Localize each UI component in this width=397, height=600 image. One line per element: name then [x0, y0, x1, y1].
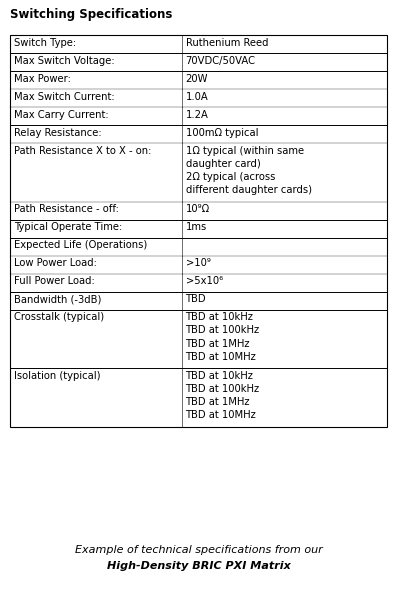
Text: Max Carry Current:: Max Carry Current: [14, 110, 109, 119]
Text: Typical Operate Time:: Typical Operate Time: [14, 222, 122, 232]
Text: Isolation (typical): Isolation (typical) [14, 371, 100, 380]
Bar [10, 35, 387, 427]
Text: 1.0A: 1.0A [185, 92, 208, 101]
Text: 1Ω typical (within same
daughter card)
2Ω typical (across
different daughter car: 1Ω typical (within same daughter card) 2… [185, 146, 312, 195]
Text: Switching Specifications: Switching Specifications [10, 8, 172, 21]
Text: Bandwidth (-3dB): Bandwidth (-3dB) [14, 294, 101, 304]
Text: Max Power:: Max Power: [14, 74, 71, 84]
Text: High-Density BRIC PXI Matrix: High-Density BRIC PXI Matrix [107, 561, 290, 571]
Text: TBD at 10kHz
TBD at 100kHz
TBD at 1MHz
TBD at 10MHz: TBD at 10kHz TBD at 100kHz TBD at 1MHz T… [185, 371, 260, 420]
Text: Ruthenium Reed: Ruthenium Reed [185, 38, 268, 48]
Text: >10⁹: >10⁹ [185, 258, 210, 268]
Text: Path Resistance - off:: Path Resistance - off: [14, 204, 119, 214]
Text: Low Power Load:: Low Power Load: [14, 258, 97, 268]
Text: 1ms: 1ms [185, 222, 207, 232]
Text: Max Switch Voltage:: Max Switch Voltage: [14, 56, 115, 66]
Text: Expected Life (Operations): Expected Life (Operations) [14, 240, 147, 250]
Text: 20W: 20W [185, 74, 208, 84]
Text: 70VDC/50VAC: 70VDC/50VAC [185, 56, 256, 66]
Text: Example of technical specifications from our: Example of technical specifications from… [75, 545, 322, 555]
Text: 100mΩ typical: 100mΩ typical [185, 128, 258, 137]
Text: 1.2A: 1.2A [185, 110, 208, 119]
Text: Switch Type:: Switch Type: [14, 38, 76, 48]
Text: 10⁹Ω: 10⁹Ω [185, 204, 210, 214]
Text: Path Resistance X to X - on:: Path Resistance X to X - on: [14, 146, 151, 155]
Text: TBD at 10kHz
TBD at 100kHz
TBD at 1MHz
TBD at 10MHz: TBD at 10kHz TBD at 100kHz TBD at 1MHz T… [185, 312, 260, 362]
Text: Crosstalk (typical): Crosstalk (typical) [14, 312, 104, 322]
Text: Full Power Load:: Full Power Load: [14, 276, 95, 286]
Text: TBD: TBD [185, 294, 206, 304]
Text: Relay Resistance:: Relay Resistance: [14, 128, 102, 137]
Text: Max Switch Current:: Max Switch Current: [14, 92, 115, 101]
Text: >5x10⁶: >5x10⁶ [185, 276, 223, 286]
